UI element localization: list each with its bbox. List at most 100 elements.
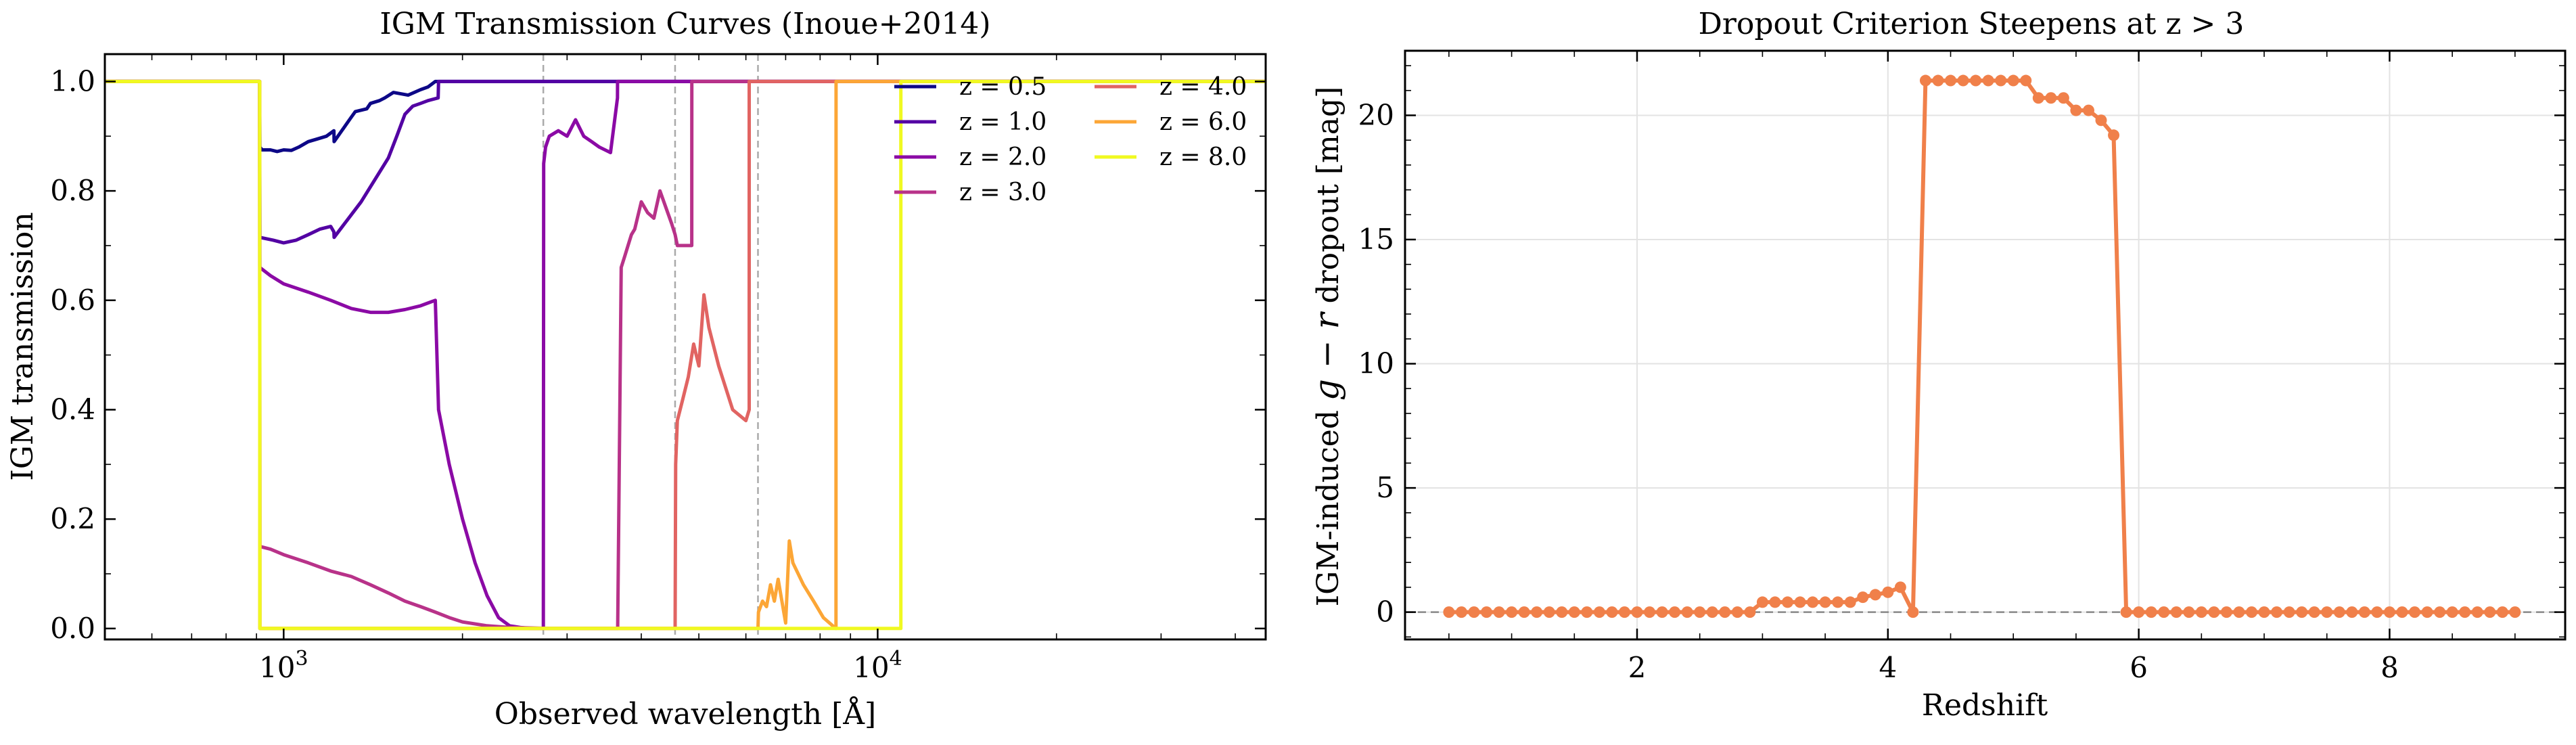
dropout-point — [2220, 606, 2232, 618]
legend-label-2: z = 2.0 — [959, 143, 1046, 171]
dropout-point — [1631, 606, 1643, 618]
y-tick-label: 20 — [1358, 98, 1394, 131]
dropout-point — [1932, 74, 1944, 87]
dropout-point — [2434, 606, 2446, 618]
dropout-point — [2484, 606, 2496, 618]
legend-label-1: z = 1.0 — [959, 108, 1046, 136]
dropout-point — [1945, 74, 1957, 87]
dropout-point — [1694, 606, 1706, 618]
transmission-xlabel: Observed wavelength [Å] — [495, 696, 876, 731]
y-tick-label: 15 — [1358, 223, 1394, 256]
legend-label-4: z = 4.0 — [1159, 73, 1247, 101]
dropout-title: Dropout Criterion Steepens at z > 3 — [1699, 7, 2245, 41]
x-tick-exponent: 4 — [890, 647, 902, 671]
dropout-point — [1493, 606, 1505, 618]
dropout-point — [2233, 606, 2245, 618]
dropout-point — [1468, 606, 1480, 618]
dropout-point — [2108, 129, 2120, 141]
transmission-frame — [104, 53, 1267, 641]
dropout-point — [2421, 606, 2433, 618]
dropout-point — [2070, 104, 2082, 116]
dropout-point — [1719, 606, 1731, 618]
dropout-line — [1448, 78, 2515, 614]
dropout-ylabel-prefix: IGM-induced — [1311, 401, 1346, 606]
dropout-point — [1869, 589, 1881, 601]
dropout-point — [1669, 606, 1681, 618]
dropout-point — [1593, 606, 1605, 618]
x-tick-label: 8 — [2380, 651, 2399, 684]
dropout-point — [2032, 92, 2044, 104]
dropout-ylabel-suffix: dropout [mag] — [1311, 87, 1346, 313]
reference-lines — [542, 54, 759, 639]
dropout-frame — [1404, 49, 2567, 641]
dropout-point — [1618, 606, 1630, 618]
dropout-point — [2283, 606, 2295, 618]
dropout-ticks: 2 4 6 8 0 5 10 15 20 — [1358, 51, 2565, 684]
dropout-point — [1844, 596, 1856, 608]
dropout-point — [1731, 606, 1743, 618]
dropout-point — [1832, 596, 1844, 608]
dropout-point — [1581, 606, 1593, 618]
dropout-point — [2095, 114, 2107, 127]
x-tick-exponent: 3 — [296, 647, 308, 671]
dropout-point — [1543, 606, 1555, 618]
y-tick-label: 0 — [1376, 595, 1394, 629]
dropout-point — [2496, 606, 2508, 618]
transmission-panel: IGM Transmission Curves (Inoue+2014) 0.0… — [5, 7, 1267, 731]
dropout-point — [2208, 606, 2220, 618]
dropout-point — [2346, 606, 2358, 618]
legend-label-3: z = 3.0 — [959, 179, 1046, 206]
dropout-point — [2133, 606, 2145, 618]
dropout-point — [2308, 606, 2320, 618]
dropout-point — [1794, 596, 1806, 608]
dropout-panel: Dropout Criterion Steepens at z > 3 2 4 6 8… — [1307, 7, 2567, 723]
dropout-point — [1644, 606, 1656, 618]
dropout-point — [2170, 606, 2182, 618]
dropout-point — [2120, 606, 2132, 618]
series-line-3 — [105, 79, 1266, 631]
dropout-point — [2183, 606, 2195, 618]
dropout-point — [1531, 606, 1543, 618]
x-tick-base: 10 — [259, 651, 295, 684]
dropout-point — [1781, 596, 1793, 608]
transmission-lines — [105, 79, 1266, 631]
dropout-point — [2057, 92, 2069, 104]
dropout-series-line — [1448, 78, 2515, 614]
dropout-point — [2396, 606, 2408, 618]
series-line-1 — [105, 79, 1266, 245]
dropout-point — [2045, 92, 2057, 104]
dropout-point — [2020, 74, 2032, 87]
dropout-point — [2195, 606, 2207, 618]
dropout-point — [1894, 581, 1906, 593]
dropout-point — [2358, 606, 2370, 618]
x-tick-label: 104 — [853, 647, 902, 684]
x-tick-label: 103 — [259, 647, 308, 684]
dropout-point — [2296, 606, 2308, 618]
dropout-point — [1744, 606, 1756, 618]
dropout-point — [1518, 606, 1530, 618]
dropout-point — [2383, 606, 2395, 618]
dropout-point — [1919, 74, 1931, 87]
series-line-2 — [105, 79, 1266, 631]
dropout-point — [2158, 606, 2170, 618]
dropout-xlabel: Redshift — [1922, 688, 2048, 723]
y-tick-label: 0.8 — [50, 174, 95, 207]
dropout-point — [2471, 606, 2483, 618]
y-tick-label: 0.0 — [50, 612, 95, 645]
dropout-point — [2082, 104, 2094, 116]
dropout-point — [1970, 74, 1982, 87]
dropout-grid — [1405, 51, 2565, 639]
legend-label-5: z = 6.0 — [1159, 108, 1247, 136]
series-line-5 — [105, 79, 1266, 631]
dropout-point — [1819, 596, 1831, 608]
dropout-point — [2333, 606, 2345, 618]
dropout-point — [1857, 591, 1869, 604]
transmission-title: IGM Transmission Curves (Inoue+2014) — [380, 7, 990, 41]
dropout-point — [1556, 606, 1568, 618]
dropout-point — [2007, 74, 2019, 87]
dropout-point — [1706, 606, 1718, 618]
dropout-point — [1756, 596, 1768, 608]
dropout-point — [2509, 606, 2521, 618]
dropout-point — [2446, 606, 2458, 618]
